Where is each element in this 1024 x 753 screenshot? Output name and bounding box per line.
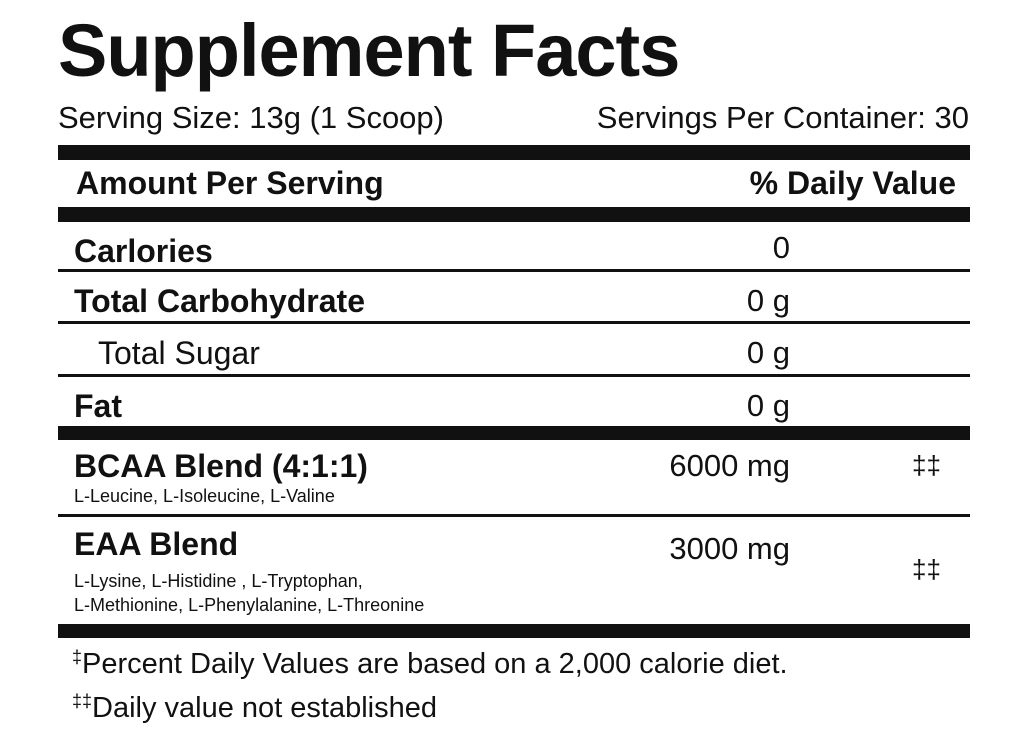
footnote: ‡‡Daily value not established (72, 692, 437, 723)
rule (58, 514, 970, 517)
rule (58, 321, 970, 324)
row-label: Total Sugar (98, 335, 260, 371)
blend-daily-value: ‡‡ (912, 450, 941, 480)
row-label: Fat (74, 388, 122, 424)
footnote-mark: ‡ (72, 647, 83, 667)
blend-daily-value: ‡‡ (912, 554, 941, 584)
footnote: ‡Percent Daily Values are based on a 2,0… (72, 648, 788, 679)
rule (58, 426, 970, 440)
header-daily-value: % Daily Value (749, 165, 956, 201)
rule (58, 207, 970, 222)
row-amount: 0 g (746, 283, 790, 318)
title: Supplement Facts (58, 9, 680, 92)
blend-ingredients: L-Methionine, L-Phenylalanine, L-Threoni… (74, 595, 425, 615)
rule (58, 145, 970, 160)
blend-ingredients: L-Leucine, L-Isoleucine, L-Valine (74, 486, 335, 506)
row-amount: 0 g (746, 335, 790, 370)
header-amount: Amount Per Serving (76, 165, 384, 201)
serving-size: Serving Size: 13g (1 Scoop) (58, 100, 444, 135)
row-label: Carlories (74, 233, 213, 269)
row-label: Total Carbohydrate (74, 283, 365, 319)
blend-amount: 3000 mg (669, 531, 790, 566)
rule (58, 624, 970, 638)
footnote-text: Daily value not established (92, 692, 438, 724)
servings-per-container: Servings Per Container: 30 (596, 100, 969, 135)
rule (58, 374, 970, 377)
blend-amount: 6000 mg (669, 448, 790, 483)
row-amount: 0 (772, 230, 790, 265)
blend-name: EAA Blend (74, 526, 239, 562)
blend-ingredients: L-Lysine, L-Histidine , L-Tryptophan, (74, 571, 363, 591)
footnote-mark: ‡‡ (72, 691, 93, 711)
footnote-text: Percent Daily Values are based on a 2,00… (82, 648, 788, 680)
blend-name: BCAA Blend (4:1:1) (74, 448, 368, 484)
rule (58, 269, 970, 272)
row-amount: 0 g (746, 388, 790, 423)
